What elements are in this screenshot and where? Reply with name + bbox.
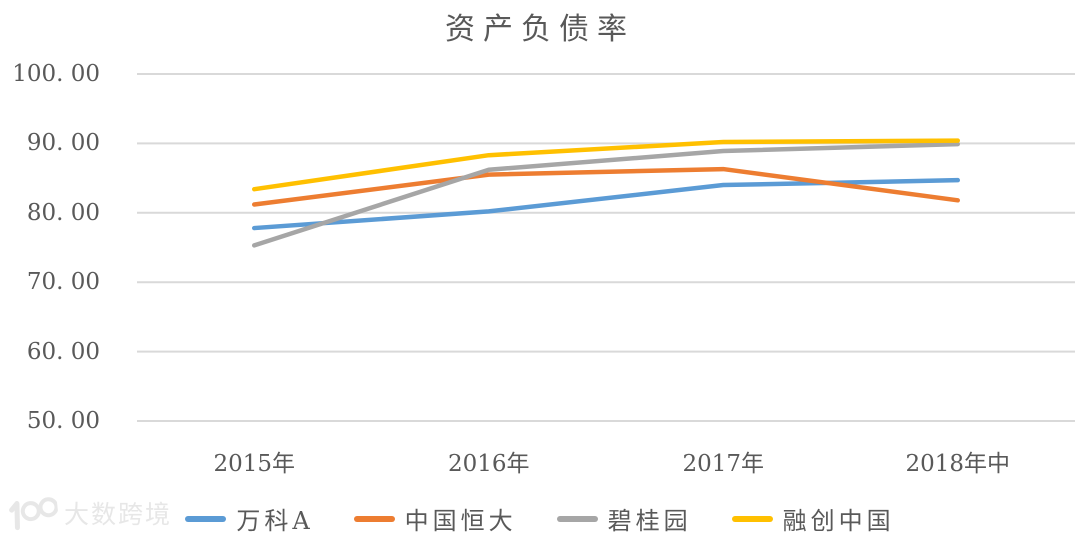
legend-item: 融创中国 (731, 501, 895, 536)
legend-label: 万科A (236, 507, 314, 535)
legend-label: 融创中国 (782, 507, 895, 535)
watermark-text: 大数跨境 (64, 500, 173, 529)
x-axis-label: 2016年 (447, 451, 530, 477)
legend-item: 碧桂园 (556, 501, 692, 536)
legend-item: 中国恒大 (353, 501, 517, 536)
x-axis-label: 2018年中 (905, 451, 1011, 477)
series-line (252, 166, 960, 207)
series-line (252, 138, 960, 192)
y-axis-label: 100. 00 (12, 61, 100, 87)
legend: 万科A 中国恒大 碧桂园 融创中国 (0, 501, 1080, 536)
watermark: 大数跨境 (6, 494, 172, 532)
legend-label: 碧桂园 (607, 507, 692, 535)
x-axis-label: 2017年 (682, 451, 765, 477)
series-line (252, 141, 960, 248)
y-axis-label: 70. 00 (26, 269, 100, 296)
legend-swatch-icon (556, 515, 598, 522)
y-axis-label: 80. 00 (26, 199, 100, 226)
legend-swatch-icon (731, 515, 773, 522)
y-axis-label: 90. 00 (26, 130, 100, 157)
y-axis-label: 50. 00 (26, 408, 100, 434)
legend-swatch-icon (353, 515, 395, 522)
watermark-100-circles-logo-icon (9, 497, 59, 531)
legend-item: 万科A (185, 501, 313, 536)
legend-swatch-icon (185, 515, 227, 522)
chart-title: 资产负债率 (445, 12, 635, 47)
legend-label: 中国恒大 (404, 507, 517, 535)
x-axis-label: 2015年 (213, 451, 296, 477)
y-axis-label: 60. 00 (26, 338, 100, 365)
